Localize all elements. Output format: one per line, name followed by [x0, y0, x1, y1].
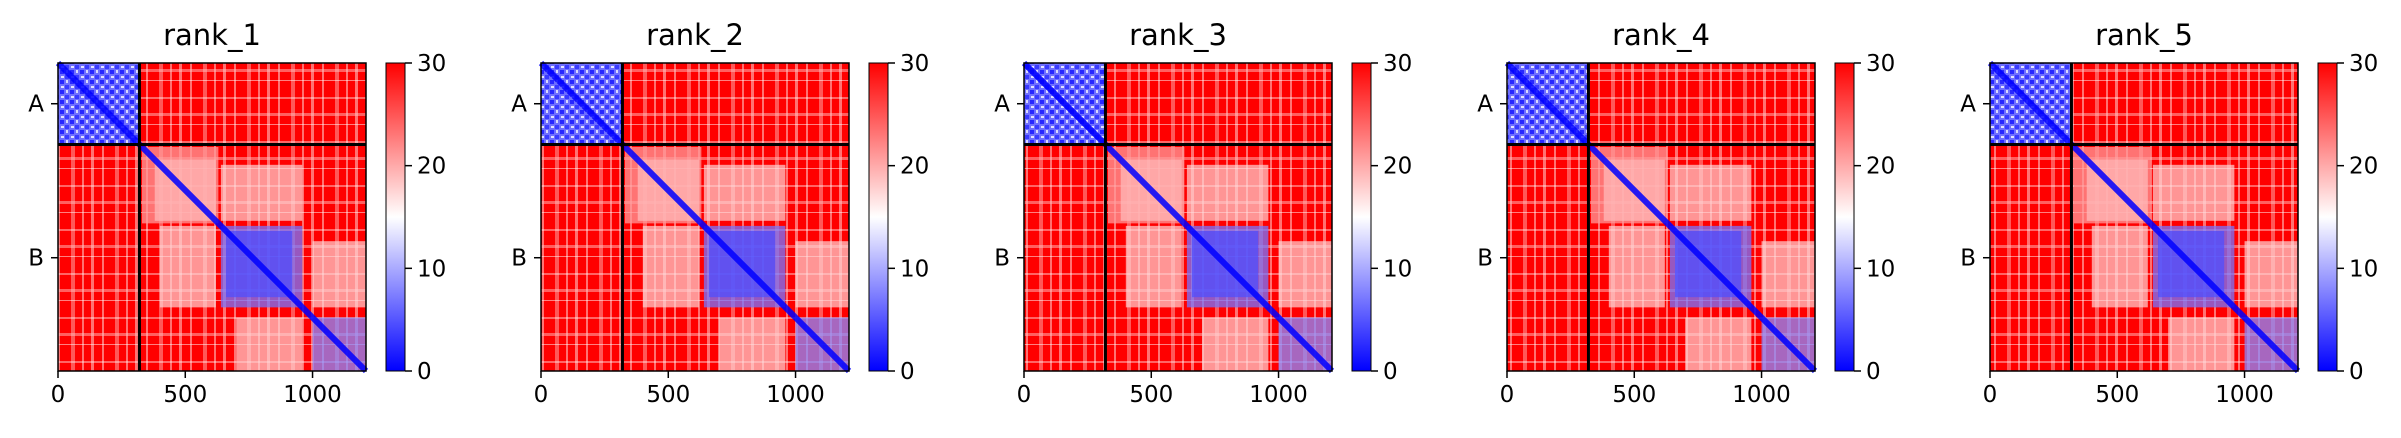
panel-title: rank_1	[163, 18, 261, 52]
diagonal	[1987, 60, 2301, 374]
offdiag-region-2	[220, 164, 303, 221]
offdiag-region-1	[642, 225, 699, 308]
y-tick-label: A	[28, 92, 44, 118]
x-tick-label: 1000	[766, 382, 825, 408]
colorbar-tick-label: 0	[900, 359, 915, 385]
x-tick-label: 500	[1612, 382, 1656, 408]
colorbar-tick-label: 10	[417, 256, 446, 282]
y-tick-label: B	[1477, 246, 1493, 272]
offdiag-region-4	[795, 241, 849, 308]
x-tick-label: 1000	[1249, 382, 1308, 408]
colorbar-tick-label: 30	[900, 51, 929, 77]
axes-frame	[1989, 62, 2299, 372]
x-tick-label: 0	[1983, 382, 1998, 408]
offdiag-region-3	[1685, 317, 1752, 371]
colorbar	[385, 62, 406, 372]
x-tick-label: 0	[1017, 382, 1032, 408]
x-tick-label: 1000	[2215, 382, 2274, 408]
offdiag-region-1	[1608, 225, 1665, 308]
colorbar	[1351, 62, 1372, 372]
offdiag-region-4	[1761, 241, 1815, 308]
offdiag-region-3	[719, 317, 786, 371]
colorbar-tick-label: 0	[1383, 359, 1398, 385]
colorbar	[868, 62, 889, 372]
y-tick-label: A	[511, 92, 527, 118]
offdiag-region-3	[1202, 317, 1269, 371]
offdiag-region-1	[2091, 225, 2148, 308]
colorbar-tick-label: 10	[2349, 256, 2378, 282]
panel-title: rank_5	[2095, 18, 2193, 52]
colorbar-tick-label: 20	[900, 154, 929, 180]
panel-4: rank_4 0 500 1000 A B 0 10 20 30	[1477, 18, 1895, 408]
colorbar-tick-label: 0	[1866, 359, 1881, 385]
y-tick-label: A	[994, 92, 1010, 118]
colorbar-tick-label: 20	[1866, 154, 1895, 180]
offdiag-region-2	[703, 164, 786, 221]
colorbar-tick-label: 30	[1383, 51, 1412, 77]
offdiag-region-2	[1669, 164, 1752, 221]
offdiag-region-4	[1278, 241, 1332, 308]
colorbar-tick-label: 20	[2349, 154, 2378, 180]
colorbar-tick-label: 10	[1383, 256, 1412, 282]
x-tick-label: 500	[646, 382, 690, 408]
x-tick-label: 0	[534, 382, 549, 408]
axes-frame	[540, 62, 850, 372]
colorbar-tick-label: 0	[2349, 359, 2364, 385]
x-tick-label: 0	[51, 382, 66, 408]
axes-frame	[1023, 62, 1333, 372]
panel-title: rank_2	[646, 18, 744, 52]
offdiag-region-4	[312, 241, 366, 308]
colorbar-tick-label: 20	[417, 154, 446, 180]
diagonal	[55, 60, 369, 374]
offdiag-region-2	[2152, 164, 2235, 221]
colorbar-tick-label: 30	[2349, 51, 2378, 77]
panel-title: rank_3	[1129, 18, 1227, 52]
colorbar	[1834, 62, 1855, 372]
offdiag-region-4	[2244, 241, 2298, 308]
colorbar-tick-label: 0	[417, 359, 432, 385]
panel-2: rank_2 0 500 1000 A B 0 10 20 30	[511, 18, 929, 408]
colorbar-tick-label: 30	[1866, 51, 1895, 77]
offdiag-region-2	[1186, 164, 1269, 221]
offdiag-region-3	[236, 317, 303, 371]
x-tick-label: 500	[2095, 382, 2139, 408]
offdiag-region-1	[159, 225, 216, 308]
colorbar-tick-label: 30	[417, 51, 446, 77]
axes-frame	[57, 62, 367, 372]
offdiag-region-1	[1125, 225, 1182, 308]
diagonal	[1504, 60, 1818, 374]
colorbar-tick-label: 10	[1866, 256, 1895, 282]
offdiag-region-3	[2168, 317, 2235, 371]
panel-1: rank_1 0 500 1000 A B 0 10 20 30	[28, 18, 446, 408]
panel-3: rank_3 0 500 1000 A B 0 10 20 30	[994, 18, 1412, 408]
x-tick-label: 1000	[1732, 382, 1791, 408]
y-tick-label: A	[1960, 92, 1976, 118]
panel-5: rank_5 0 500 1000 A B 0 10 20 30	[1960, 18, 2378, 408]
y-tick-label: B	[28, 246, 44, 272]
x-tick-label: 500	[1129, 382, 1173, 408]
panel-title: rank_4	[1612, 18, 1710, 52]
colorbar-tick-label: 10	[900, 256, 929, 282]
diagonal	[538, 60, 852, 374]
x-tick-label: 0	[1500, 382, 1515, 408]
x-tick-label: 500	[163, 382, 207, 408]
colorbar	[2317, 62, 2338, 372]
colorbar-tick-label: 20	[1383, 154, 1412, 180]
y-tick-label: A	[1477, 92, 1493, 118]
y-tick-label: B	[511, 246, 527, 272]
y-tick-label: B	[994, 246, 1010, 272]
x-tick-label: 1000	[283, 382, 342, 408]
diagonal	[1021, 60, 1335, 374]
y-tick-label: B	[1960, 246, 1976, 272]
axes-frame	[1506, 62, 1816, 372]
